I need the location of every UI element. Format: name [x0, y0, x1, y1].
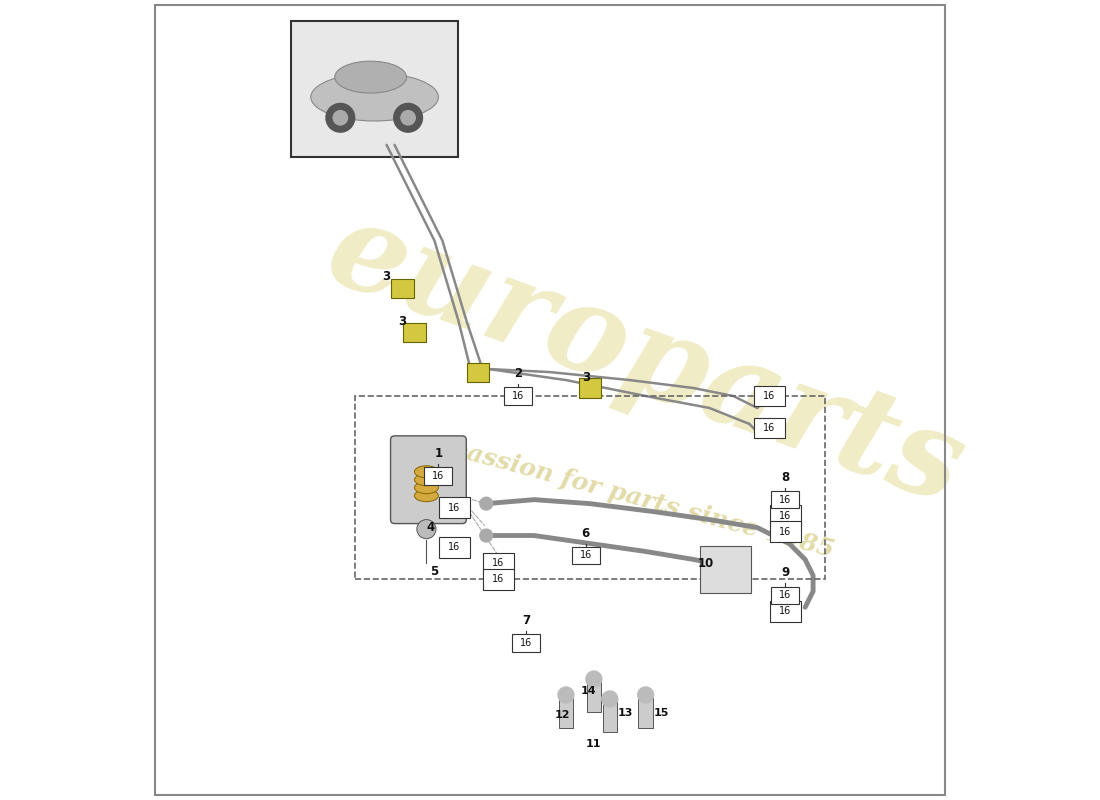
Circle shape — [400, 110, 416, 125]
FancyBboxPatch shape — [638, 698, 652, 728]
Text: 16: 16 — [779, 526, 791, 537]
Ellipse shape — [415, 490, 439, 502]
Text: 16: 16 — [763, 391, 776, 401]
FancyBboxPatch shape — [770, 506, 801, 526]
FancyBboxPatch shape — [425, 467, 452, 485]
Circle shape — [480, 498, 493, 510]
Text: 16: 16 — [432, 470, 444, 481]
Text: 16: 16 — [779, 606, 791, 616]
FancyBboxPatch shape — [513, 634, 540, 652]
Text: europarts: europarts — [312, 190, 979, 530]
FancyBboxPatch shape — [603, 702, 617, 732]
Text: 8: 8 — [781, 470, 790, 484]
Circle shape — [638, 687, 653, 703]
Ellipse shape — [311, 73, 439, 121]
FancyBboxPatch shape — [586, 682, 601, 712]
Circle shape — [394, 103, 422, 132]
Text: 16: 16 — [580, 550, 592, 561]
FancyBboxPatch shape — [771, 491, 799, 509]
Text: 15: 15 — [653, 707, 669, 718]
Circle shape — [417, 519, 436, 538]
FancyBboxPatch shape — [770, 521, 801, 542]
Text: 16: 16 — [520, 638, 532, 648]
Text: 4: 4 — [427, 521, 434, 534]
Text: 16: 16 — [448, 542, 461, 553]
FancyBboxPatch shape — [483, 553, 514, 574]
FancyBboxPatch shape — [439, 498, 470, 518]
Text: 2: 2 — [514, 367, 522, 380]
Text: 3: 3 — [582, 371, 590, 384]
Circle shape — [480, 529, 493, 542]
Text: 16: 16 — [779, 590, 791, 600]
Text: 7: 7 — [522, 614, 530, 627]
Text: 3: 3 — [383, 270, 390, 283]
FancyBboxPatch shape — [504, 387, 532, 405]
FancyBboxPatch shape — [559, 698, 573, 728]
Text: 12: 12 — [554, 710, 570, 720]
FancyBboxPatch shape — [468, 362, 490, 382]
Ellipse shape — [415, 474, 439, 486]
Text: 16: 16 — [779, 510, 791, 521]
Text: 13: 13 — [618, 707, 634, 718]
Text: 14: 14 — [581, 686, 596, 696]
Circle shape — [326, 103, 354, 132]
FancyBboxPatch shape — [770, 601, 801, 622]
FancyBboxPatch shape — [771, 586, 799, 604]
Circle shape — [586, 671, 602, 687]
FancyBboxPatch shape — [483, 569, 514, 590]
Circle shape — [602, 691, 618, 707]
FancyBboxPatch shape — [700, 546, 751, 593]
FancyBboxPatch shape — [754, 386, 784, 406]
Circle shape — [558, 687, 574, 703]
FancyBboxPatch shape — [754, 418, 784, 438]
Text: 16: 16 — [763, 423, 776, 433]
FancyBboxPatch shape — [579, 378, 601, 398]
FancyBboxPatch shape — [290, 22, 459, 157]
Text: 6: 6 — [582, 526, 590, 539]
Text: 5: 5 — [430, 565, 439, 578]
FancyBboxPatch shape — [392, 279, 414, 298]
Ellipse shape — [415, 482, 439, 494]
Text: a passion for parts since 1985: a passion for parts since 1985 — [424, 430, 836, 562]
FancyBboxPatch shape — [404, 322, 426, 342]
Text: 9: 9 — [781, 566, 790, 579]
Text: 16: 16 — [492, 574, 504, 584]
FancyBboxPatch shape — [390, 436, 466, 523]
Text: 16: 16 — [779, 494, 791, 505]
Text: 10: 10 — [697, 557, 714, 570]
Text: 16: 16 — [492, 558, 504, 569]
Ellipse shape — [415, 466, 439, 478]
Text: 1: 1 — [434, 446, 442, 460]
Circle shape — [333, 110, 348, 125]
FancyBboxPatch shape — [572, 546, 600, 564]
Text: 16: 16 — [512, 391, 525, 401]
Text: 16: 16 — [448, 502, 461, 513]
FancyBboxPatch shape — [439, 537, 470, 558]
Circle shape — [727, 561, 739, 574]
Ellipse shape — [334, 61, 407, 93]
Text: 3: 3 — [398, 315, 407, 328]
Text: 11: 11 — [586, 739, 602, 750]
